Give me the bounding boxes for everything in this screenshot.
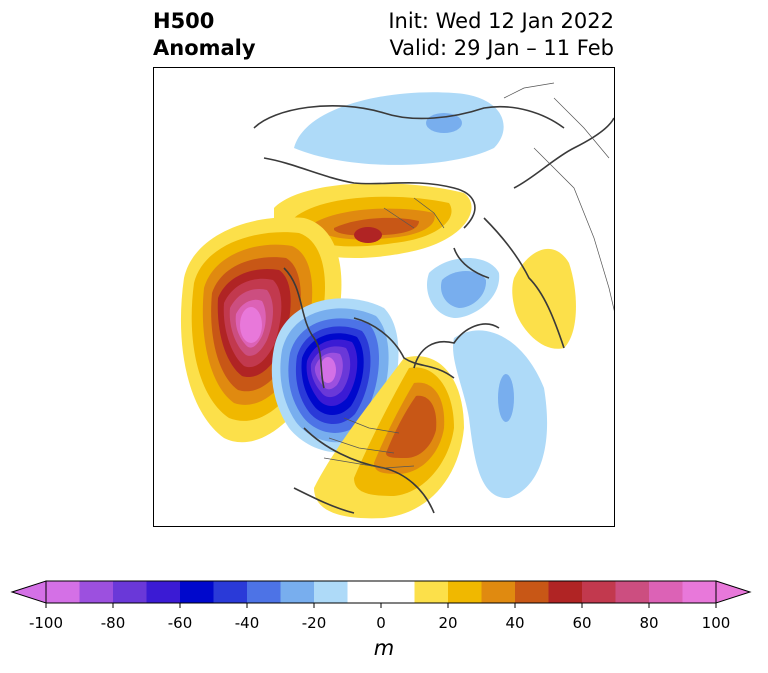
colorbar-tick-label: -40 <box>234 614 260 632</box>
colorbar-segment <box>481 581 516 603</box>
title-left: H500 Anomaly <box>153 8 256 62</box>
colorbar-tick-label: 80 <box>639 614 659 632</box>
colorbar-segment <box>615 581 650 603</box>
colorbar-segment <box>46 581 80 603</box>
anomaly-map <box>154 68 614 526</box>
colorbar-outline <box>45 580 717 604</box>
ridge-arctic-russia <box>274 183 472 258</box>
colorbar-segment <box>548 581 583 603</box>
colorbar-segment <box>79 581 114 603</box>
trough-atlantic <box>452 330 548 499</box>
colorbar-segment <box>649 581 683 603</box>
colorbar-segment <box>381 581 415 603</box>
colorbar-segment <box>213 581 248 603</box>
colorbar-segment <box>682 581 717 603</box>
colorbar-segment <box>582 581 616 603</box>
init-date: Init: Wed 12 Jan 2022 <box>388 9 614 33</box>
colorbar-tick-label: -60 <box>167 614 193 632</box>
title-right: Init: Wed 12 Jan 2022 Valid: 29 Jan – 11… <box>388 8 614 62</box>
country-borders <box>323 82 614 469</box>
coastlines <box>253 104 614 514</box>
colorbar-tick-label: 40 <box>505 614 525 632</box>
colorbar-tick-label: 60 <box>572 614 592 632</box>
title-field: Anomaly <box>153 36 256 60</box>
title-variable: H500 <box>153 9 215 33</box>
colorbar-segment <box>247 581 281 603</box>
colorbar-segment <box>414 581 449 603</box>
colorbar-tick-label: 100 <box>701 614 731 632</box>
colorbar-segment <box>515 581 549 603</box>
trough-western-canada <box>271 298 399 453</box>
colorbar <box>10 580 752 608</box>
valid-range: Valid: 29 Jan – 11 Feb <box>389 36 614 60</box>
colorbar-segment <box>280 581 315 603</box>
colorbar-segment <box>146 581 181 603</box>
colorbar-unit: m <box>373 636 395 660</box>
colorbar-tick-label: -100 <box>28 614 64 632</box>
colorbar-tick-label: 0 <box>376 614 386 632</box>
colorbar-segment <box>113 581 147 603</box>
colorbar-segment <box>448 581 482 603</box>
trough-scandinavia <box>426 258 500 318</box>
colorbar-tick-label: -80 <box>100 614 126 632</box>
map-panel <box>153 67 615 527</box>
colorbar-segment <box>180 581 214 603</box>
colorbar-low-extension <box>10 580 47 604</box>
colorbar-tick-label: -20 <box>301 614 327 632</box>
colorbar-segment <box>314 581 348 603</box>
colorbar-segments <box>46 581 717 603</box>
colorbar-segment <box>347 581 382 603</box>
colorbar-tick-marks <box>45 603 717 608</box>
colorbar-tick-label: 20 <box>438 614 458 632</box>
colorbar-high-extension <box>715 580 752 604</box>
ridge-eastern-us <box>314 356 464 519</box>
